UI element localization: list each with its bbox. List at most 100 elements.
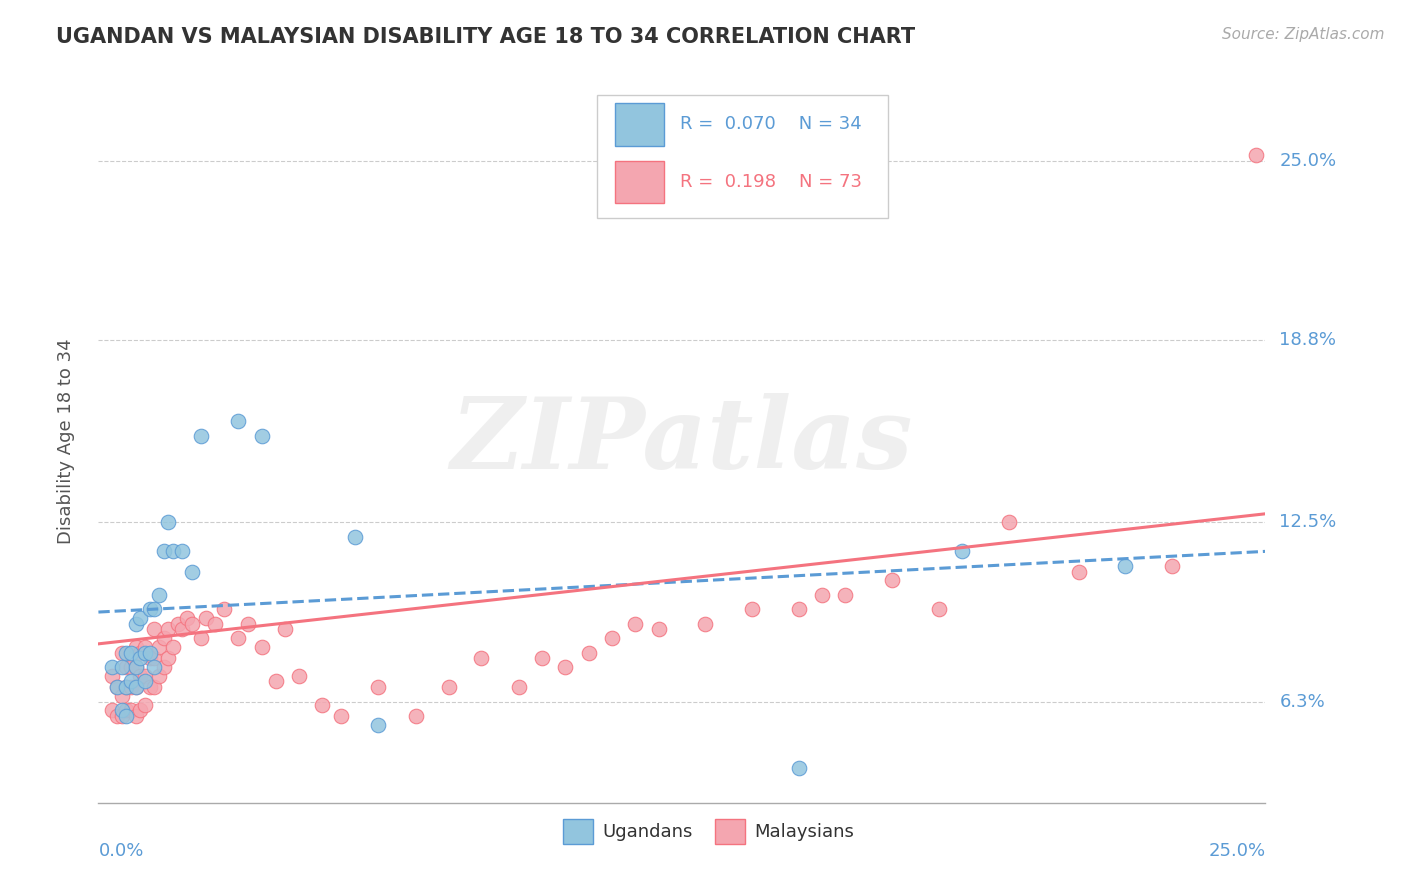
Point bbox=[214, 602, 236, 616]
Point bbox=[125, 660, 148, 674]
Point bbox=[274, 623, 297, 637]
Point bbox=[1161, 558, 1184, 573]
Point bbox=[624, 616, 647, 631]
Text: 0.0%: 0.0% bbox=[98, 842, 143, 860]
Point bbox=[470, 651, 492, 665]
Point bbox=[344, 530, 367, 544]
Point bbox=[125, 709, 148, 723]
Point bbox=[236, 616, 259, 631]
Point bbox=[190, 631, 212, 645]
Point bbox=[129, 703, 152, 717]
Point bbox=[647, 623, 669, 637]
Point bbox=[115, 660, 138, 674]
Point bbox=[600, 631, 623, 645]
Point bbox=[129, 611, 152, 625]
Point bbox=[741, 602, 763, 616]
Point bbox=[190, 429, 212, 443]
Point bbox=[134, 668, 156, 682]
Point bbox=[928, 602, 950, 616]
Point bbox=[105, 680, 128, 694]
FancyBboxPatch shape bbox=[616, 103, 665, 145]
Point bbox=[530, 651, 553, 665]
Point bbox=[120, 646, 142, 660]
Point bbox=[405, 709, 427, 723]
Point bbox=[152, 631, 174, 645]
Point bbox=[330, 709, 353, 723]
Point bbox=[115, 703, 138, 717]
Point bbox=[787, 761, 810, 775]
Point bbox=[787, 602, 810, 616]
Point bbox=[111, 703, 134, 717]
Point bbox=[101, 668, 124, 682]
Point bbox=[115, 680, 138, 694]
Point bbox=[264, 674, 287, 689]
Point bbox=[367, 680, 389, 694]
FancyBboxPatch shape bbox=[562, 820, 593, 844]
Y-axis label: Disability Age 18 to 34: Disability Age 18 to 34 bbox=[56, 339, 75, 544]
Point bbox=[125, 616, 148, 631]
Point bbox=[143, 602, 166, 616]
Point bbox=[250, 640, 273, 654]
Point bbox=[111, 646, 134, 660]
Text: Source: ZipAtlas.com: Source: ZipAtlas.com bbox=[1222, 27, 1385, 42]
Point bbox=[157, 651, 180, 665]
Point bbox=[880, 574, 903, 588]
Point bbox=[143, 660, 166, 674]
Point bbox=[1114, 558, 1136, 573]
Point bbox=[129, 668, 152, 682]
Point bbox=[139, 680, 162, 694]
Point bbox=[204, 616, 226, 631]
Point bbox=[162, 544, 184, 558]
Text: 25.0%: 25.0% bbox=[1279, 153, 1337, 170]
Point bbox=[129, 646, 152, 660]
Text: UGANDAN VS MALAYSIAN DISABILITY AGE 18 TO 34 CORRELATION CHART: UGANDAN VS MALAYSIAN DISABILITY AGE 18 T… bbox=[56, 27, 915, 46]
Point bbox=[120, 660, 142, 674]
Point bbox=[125, 640, 148, 654]
Point bbox=[120, 703, 142, 717]
Point bbox=[143, 651, 166, 665]
Point bbox=[148, 668, 170, 682]
Point bbox=[125, 660, 148, 674]
Point bbox=[180, 616, 202, 631]
Point bbox=[695, 616, 717, 631]
Point bbox=[101, 703, 124, 717]
Point bbox=[250, 429, 273, 443]
Text: R =  0.198    N = 73: R = 0.198 N = 73 bbox=[679, 173, 862, 191]
Point bbox=[139, 651, 162, 665]
Point bbox=[508, 680, 530, 694]
FancyBboxPatch shape bbox=[596, 95, 889, 218]
Point bbox=[180, 565, 202, 579]
Point bbox=[578, 646, 600, 660]
Point bbox=[811, 588, 834, 602]
Point bbox=[162, 640, 184, 654]
Point bbox=[228, 414, 250, 428]
Point bbox=[134, 698, 156, 712]
Point bbox=[554, 660, 576, 674]
Point bbox=[139, 646, 162, 660]
Text: R =  0.070    N = 34: R = 0.070 N = 34 bbox=[679, 115, 862, 133]
Point bbox=[120, 680, 142, 694]
Point bbox=[105, 709, 128, 723]
FancyBboxPatch shape bbox=[714, 820, 745, 844]
Point bbox=[115, 680, 138, 694]
Point bbox=[129, 651, 152, 665]
Point bbox=[228, 631, 250, 645]
Text: Ugandans: Ugandans bbox=[603, 822, 693, 840]
Point bbox=[950, 544, 973, 558]
Point bbox=[139, 602, 162, 616]
Point bbox=[101, 660, 124, 674]
Point bbox=[134, 640, 156, 654]
Point bbox=[288, 668, 311, 682]
Text: 25.0%: 25.0% bbox=[1208, 842, 1265, 860]
Point bbox=[166, 616, 188, 631]
Point bbox=[148, 640, 170, 654]
Point bbox=[143, 680, 166, 694]
Point bbox=[157, 516, 180, 530]
Point bbox=[172, 623, 194, 637]
Point bbox=[172, 544, 194, 558]
Text: 6.3%: 6.3% bbox=[1279, 693, 1324, 711]
Point bbox=[111, 709, 134, 723]
Text: 12.5%: 12.5% bbox=[1279, 514, 1337, 532]
FancyBboxPatch shape bbox=[616, 161, 665, 203]
Point bbox=[125, 680, 148, 694]
